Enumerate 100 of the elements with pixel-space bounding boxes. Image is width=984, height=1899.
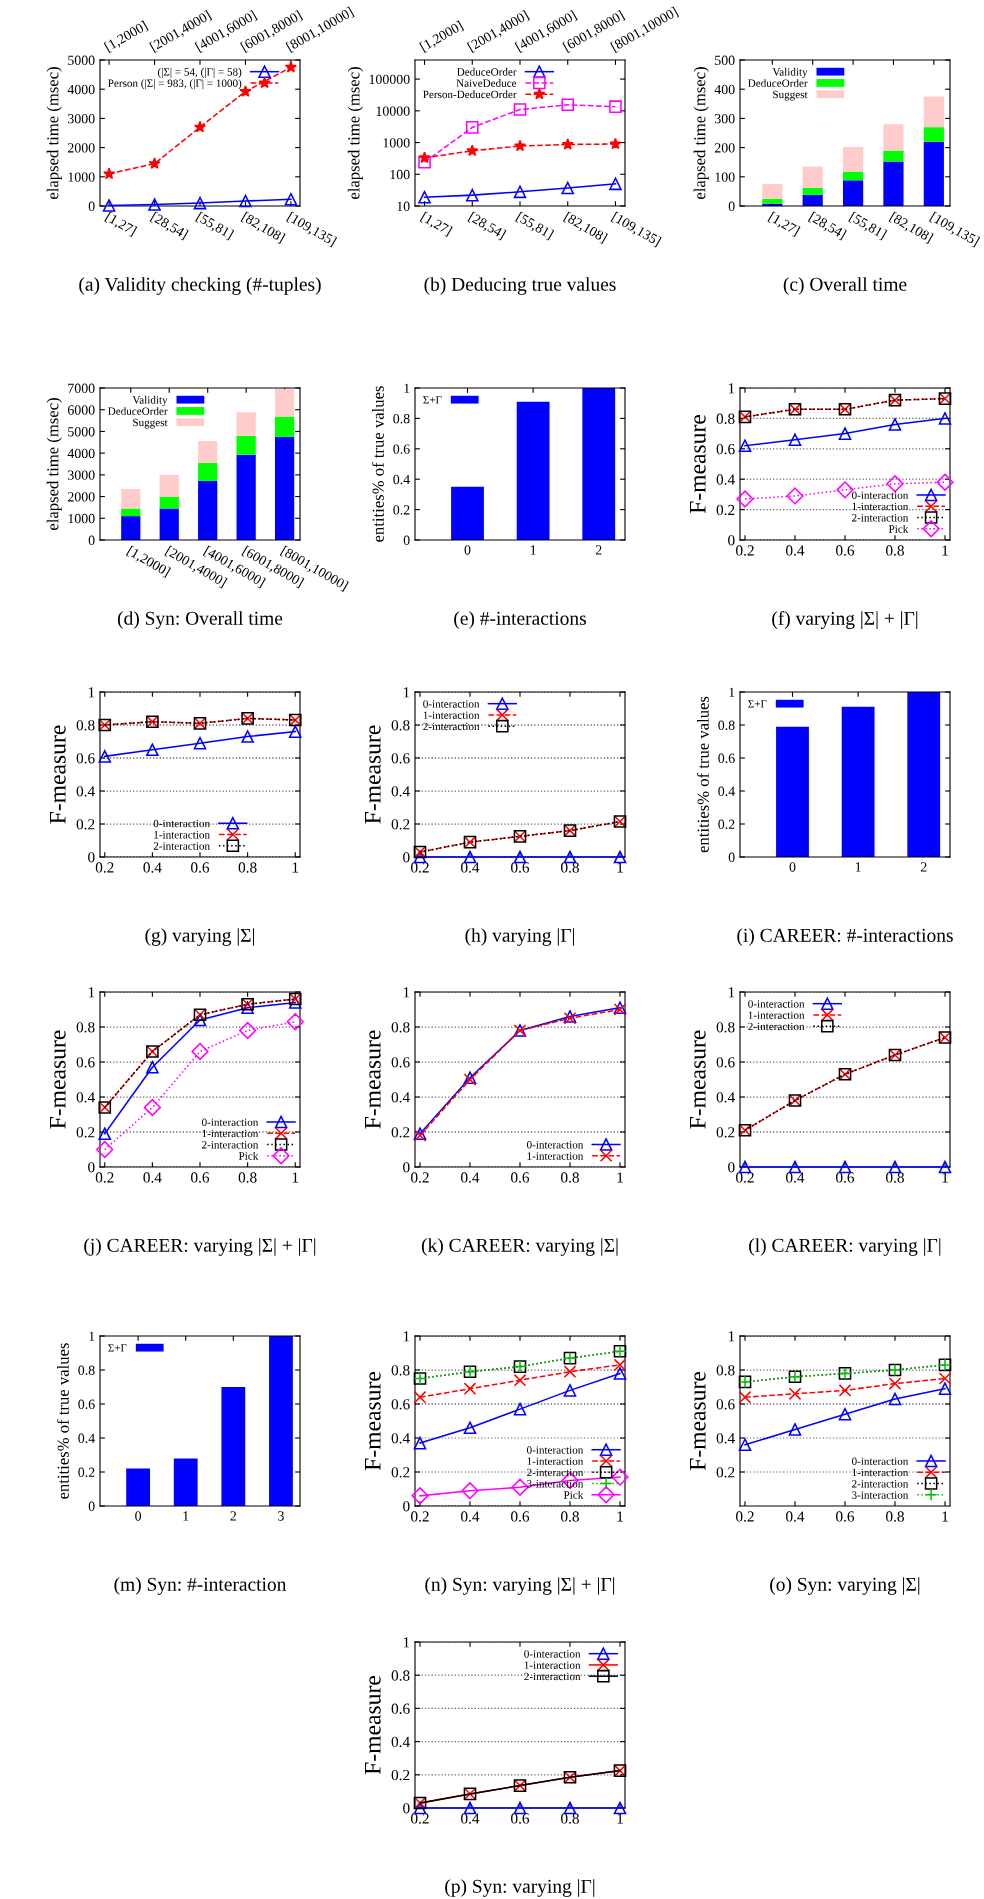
y-tick-label: 1 [403, 987, 410, 998]
x-tick-label: 0.6 [191, 1172, 210, 1183]
bar [159, 496, 179, 509]
point [511, 1478, 529, 1496]
y-tick-label: 1000 [68, 172, 95, 182]
bar [841, 706, 875, 857]
bar [842, 171, 864, 181]
bar [269, 1336, 293, 1506]
point [241, 1001, 254, 1015]
y-tick-label: 1 [729, 687, 735, 697]
x-tick-label: 0.8 [561, 1511, 579, 1522]
point [288, 725, 302, 738]
bar [802, 187, 823, 195]
text: (e) #-interactions [454, 611, 586, 629]
y-tick-label: 0.2 [716, 1467, 735, 1478]
text: (g) varying |Σ| [145, 928, 254, 946]
y-tick-label: 0.8 [391, 1670, 410, 1681]
y-tick-label: 1000 [383, 138, 410, 148]
bar [883, 161, 904, 206]
y-axis-title: entities% of true values [371, 386, 384, 542]
point [98, 1127, 112, 1141]
y-tick-label: 0 [403, 852, 410, 863]
bar [451, 486, 484, 540]
legend-label: 2-interaction [852, 514, 909, 522]
y-tick-label: 300 [714, 113, 735, 124]
point [146, 743, 159, 757]
y-tick-label: 0 [88, 1162, 95, 1173]
x-tick-label: 0.6 [836, 1511, 855, 1522]
y-axis-title: elapsed time (msec) [46, 67, 62, 199]
x-tick-label: 0.4 [461, 1511, 480, 1522]
y-tick-label: 0.8 [716, 1365, 735, 1376]
y-tick-label: 1 [728, 383, 735, 394]
bar [516, 401, 550, 540]
x-tick-label: 2 [920, 862, 927, 872]
text: (d) Syn: Overall time [117, 611, 283, 629]
x-tick-label: 0.4 [461, 1172, 480, 1183]
point [102, 199, 116, 212]
x-tick-label: 1 [942, 1511, 948, 1522]
x-tick-label: 1 [855, 862, 861, 872]
legend-label: 1-interaction [524, 1661, 581, 1669]
bar [275, 436, 295, 540]
y-tick-label: 0.4 [716, 1433, 735, 1444]
y-tick-label: 0 [88, 535, 95, 545]
point [788, 433, 802, 447]
y-tick-label: 0.6 [76, 753, 95, 764]
legend-label: 1-interaction [527, 1457, 584, 1465]
point [738, 1438, 752, 1452]
y-axis-title: F-measure [50, 1030, 66, 1129]
x-tick-label: 0.6 [191, 862, 210, 873]
y-tick-label: 0.8 [76, 720, 95, 731]
y-tick-label: 10000 [376, 106, 410, 116]
y-tick-label: 10 [397, 201, 410, 211]
y-tick-label: 2000 [67, 143, 95, 153]
legend-label: 2-interaction [524, 1672, 581, 1681]
x-tick-label: 1 [617, 862, 623, 873]
point [513, 1373, 527, 1387]
legend-label: 2-interaction [153, 842, 210, 850]
legend-label: 1-interaction [748, 1011, 805, 1019]
x-tick-label: 0.6 [511, 1813, 530, 1824]
y-tick-label: 100 [715, 172, 735, 182]
point [191, 1042, 209, 1061]
legend-label: Validity [132, 395, 168, 406]
point [788, 1387, 802, 1401]
x-tick-label: 0 [789, 862, 796, 872]
legend-label: DeduceOrder [748, 79, 808, 87]
bar [923, 141, 944, 206]
point [561, 98, 575, 112]
legend-label: 0-interaction [201, 1118, 259, 1126]
legend-label: Σ+Γ [108, 1344, 127, 1352]
legend-label: 1-interaction [527, 1152, 584, 1160]
legend-label: 0-interaction [423, 700, 480, 708]
legend-label: Validity [772, 67, 808, 78]
text: (l) CAREER: varying |Γ| [749, 1238, 941, 1256]
point [143, 1098, 162, 1117]
point [513, 1402, 527, 1416]
y-tick-label: 0.4 [76, 786, 95, 797]
point [241, 730, 254, 743]
point [738, 439, 752, 453]
text: (i) CAREER: #-interactions [737, 928, 953, 946]
y-tick-label: 2000 [67, 492, 95, 502]
y-tick-label: 0 [403, 1803, 410, 1814]
legend-label: Pick [238, 1151, 259, 1160]
bar [762, 198, 783, 204]
y-tick-label: 0.6 [716, 1399, 735, 1410]
point [103, 167, 116, 180]
bar [236, 412, 256, 436]
point [888, 418, 902, 431]
x-tick-label: 1 [617, 1172, 623, 1183]
x-tick-label: 0.8 [561, 1172, 579, 1183]
y-tick-label: 0 [403, 1162, 410, 1173]
bar [159, 508, 179, 540]
y-tick-label: 0.8 [78, 1365, 95, 1376]
x-tick-label: 0.8 [886, 1511, 904, 1522]
text: (n) Syn: varying |Σ| + |Γ| [425, 1577, 615, 1595]
y-tick-label: 1000 [68, 513, 95, 524]
y-tick-label: 0.6 [716, 1057, 735, 1068]
bar [221, 1387, 246, 1506]
x-tick-label: 0.4 [143, 862, 162, 873]
y-tick-label: 0.4 [393, 474, 410, 485]
x-tick-label: 2 [230, 1511, 237, 1521]
